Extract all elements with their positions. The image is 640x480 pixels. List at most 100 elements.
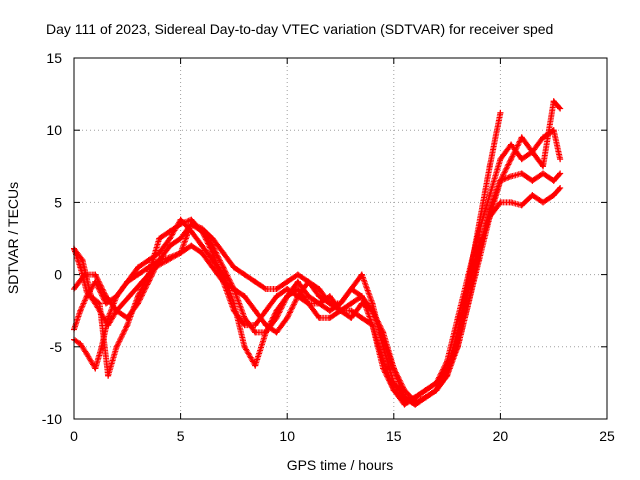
data-point — [497, 156, 504, 163]
data-point — [422, 394, 429, 401]
data-point — [326, 307, 333, 314]
data-point — [401, 387, 408, 394]
data-point — [444, 365, 451, 372]
data-point — [497, 177, 504, 184]
y-tick-label: -10 — [42, 411, 62, 427]
data-point — [326, 314, 333, 321]
x-tick-label: 10 — [279, 428, 295, 444]
data-point — [252, 278, 259, 285]
data-point — [113, 343, 120, 350]
data-point — [92, 365, 99, 372]
data-point — [252, 362, 259, 369]
data-point — [380, 358, 387, 365]
data-point — [550, 98, 557, 105]
data-point — [177, 235, 184, 242]
data-point — [401, 398, 408, 405]
data-point — [497, 109, 504, 116]
data-point — [380, 343, 387, 350]
data-point — [209, 249, 216, 256]
data-point — [105, 314, 112, 321]
data-point — [284, 314, 291, 321]
data-point — [444, 372, 451, 379]
data-point — [88, 293, 95, 300]
data-point — [316, 293, 323, 300]
data-point — [145, 257, 152, 264]
data-point — [294, 293, 301, 300]
data-point — [557, 170, 564, 177]
data-point — [105, 372, 112, 379]
x-axis-label: GPS time / hours — [287, 457, 394, 473]
data-point — [188, 216, 195, 223]
data-point — [294, 286, 301, 293]
y-tick-label: 0 — [54, 267, 62, 283]
series-trace-5 — [71, 98, 564, 405]
series-markers — [71, 98, 564, 405]
data-point — [518, 202, 525, 209]
data-point — [518, 170, 525, 177]
x-tick-label: 15 — [386, 428, 402, 444]
data-point — [557, 156, 564, 163]
data-point — [508, 173, 515, 180]
data-point — [550, 192, 557, 199]
x-tick-label: 25 — [599, 428, 615, 444]
data-point — [497, 199, 504, 206]
data-point — [369, 322, 376, 329]
data-point — [166, 242, 173, 249]
data-point — [358, 314, 365, 321]
data-point — [348, 314, 355, 321]
data-point — [79, 257, 86, 264]
y-tick-label: 5 — [54, 194, 62, 210]
data-point — [262, 322, 269, 329]
y-tick-label: 15 — [46, 50, 62, 66]
data-point — [241, 314, 248, 321]
data-point — [433, 387, 440, 394]
data-point — [241, 271, 248, 278]
data-point — [337, 300, 344, 307]
y-tick-label: 10 — [46, 122, 62, 138]
data-point — [380, 329, 387, 336]
data-point — [124, 322, 131, 329]
data-point — [166, 228, 173, 235]
data-point — [198, 228, 205, 235]
data-point — [326, 300, 333, 307]
data-point — [348, 300, 355, 307]
data-point — [134, 293, 141, 300]
data-point — [177, 221, 184, 228]
data-point — [337, 307, 344, 314]
data-point — [465, 300, 472, 307]
data-point — [252, 329, 259, 336]
data-point — [134, 271, 141, 278]
data-point — [540, 163, 547, 170]
data-point — [220, 249, 227, 256]
data-point — [230, 264, 237, 271]
data-point — [83, 351, 90, 358]
data-point — [412, 401, 419, 408]
data-point — [390, 387, 397, 394]
data-point — [476, 257, 483, 264]
data-point — [126, 293, 133, 300]
data-point — [77, 340, 84, 347]
data-point — [390, 365, 397, 372]
data-point — [230, 286, 237, 293]
data-point — [529, 148, 536, 155]
data-point — [316, 314, 323, 321]
data-point — [508, 156, 515, 163]
data-point — [518, 156, 525, 163]
data-point — [220, 264, 227, 271]
data-point — [209, 235, 216, 242]
data-point — [476, 228, 483, 235]
data-point — [134, 264, 141, 271]
x-tick-label: 5 — [177, 428, 185, 444]
data-point — [422, 387, 429, 394]
data-point — [540, 134, 547, 141]
y-axis-label: SDTVAR / TECUs — [5, 182, 21, 294]
data-point — [486, 192, 493, 199]
data-point — [316, 286, 323, 293]
data-point — [454, 343, 461, 350]
data-point — [198, 249, 205, 256]
data-point — [241, 343, 248, 350]
data-point — [508, 141, 515, 148]
data-point — [508, 199, 515, 206]
